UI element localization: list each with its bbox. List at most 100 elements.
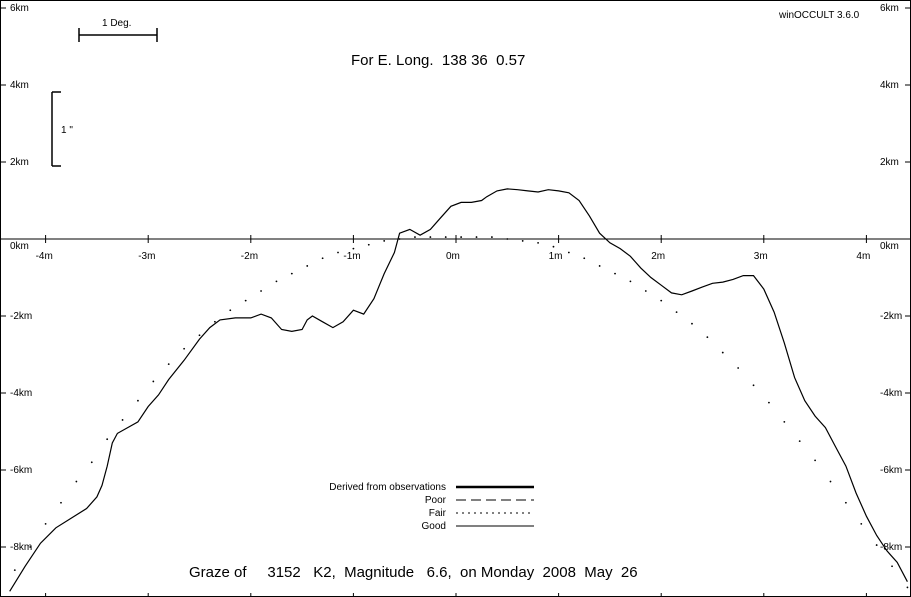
- fair-profile-point: [429, 236, 432, 238]
- fair-profile-point: [183, 347, 186, 350]
- fair-profile-point: [721, 351, 724, 354]
- legend-label: Good: [422, 521, 446, 532]
- x-tick-label: 3m: [754, 251, 768, 262]
- legend-label: Poor: [425, 495, 447, 506]
- chart-title: For E. Long. 138 36 0.57: [351, 52, 525, 69]
- arcsec-scale-label: 1 ": [61, 125, 73, 136]
- x-tick-label: 4m: [856, 251, 870, 262]
- fair-profile-point: [121, 419, 124, 421]
- y-axis-left: 6km 4km 2km 0km -2km -4km -6km -8km: [0, 3, 32, 553]
- fair-profile-point: [244, 299, 247, 302]
- fair-profile-point: [229, 309, 232, 312]
- fair-profile-point: [706, 336, 709, 339]
- y-tick-label-right: 2km: [880, 157, 899, 168]
- fair-profile-point: [13, 569, 16, 571]
- legend-label: Derived from observations: [329, 482, 446, 493]
- y-tick-label-left: 6km: [10, 3, 29, 14]
- fair-profile-point: [398, 238, 401, 240]
- y-tick-label-left: -4km: [10, 388, 32, 399]
- x-tick-label: -2m: [241, 251, 258, 262]
- fair-profile-point: [414, 236, 416, 238]
- fair-profile-point: [306, 265, 309, 267]
- arcsec-scale-bar: 1 ": [51, 91, 73, 167]
- y-tick-label-left: 4km: [10, 80, 29, 91]
- fair-profile-point: [506, 238, 509, 240]
- fair-profile-point: [691, 322, 693, 325]
- fair-profile-point: [521, 240, 524, 242]
- fair-profile-point: [106, 438, 109, 441]
- fair-profile-point: [644, 290, 647, 292]
- legend: Derived from observations Poor Fair Good: [329, 482, 534, 532]
- x-tick-label: -3m: [138, 251, 155, 262]
- fair-profile-point: [44, 523, 47, 525]
- degree-scale-bar: 1 Deg.: [78, 18, 158, 42]
- fair-profile-point: [798, 440, 801, 443]
- fair-profile-point: [537, 241, 539, 244]
- good-profile-line: [9, 188, 908, 592]
- x-tick-label: -4m: [36, 251, 53, 262]
- fair-profile-point: [675, 311, 678, 314]
- fair-profile-point: [491, 236, 493, 238]
- x-tick-label: 1m: [549, 251, 563, 262]
- x-axis-minutes: -4m -3m -2m -1m 0m 1m 2m 3m 4m: [36, 235, 870, 597]
- x-tick-label: 2m: [651, 251, 665, 262]
- fair-profile-point: [475, 236, 478, 238]
- fair-profile-point: [552, 245, 555, 248]
- x-tick-label: -1m: [343, 251, 360, 262]
- fair-profile-point: [891, 565, 893, 568]
- fair-profile-point: [660, 299, 663, 302]
- fair-profile-point: [814, 459, 816, 462]
- fair-profile-point: [629, 280, 632, 283]
- fair-profile-point: [352, 247, 355, 250]
- fair-profile-point: [737, 367, 740, 369]
- fair-profile-point: [383, 240, 386, 242]
- fair-profile-point: [460, 236, 463, 238]
- fair-profile-point: [367, 243, 370, 246]
- fair-profile-point: [860, 523, 863, 525]
- y-tick-label-left: 0km: [10, 241, 29, 252]
- fair-profile-point: [844, 501, 847, 504]
- fair-profile-point: [137, 399, 139, 402]
- fair-profile-point: [167, 363, 170, 366]
- fair-profile-point: [783, 420, 786, 423]
- fair-profile-point: [444, 236, 447, 238]
- fair-profile-point: [60, 501, 62, 504]
- y-tick-label-right: 0km: [880, 241, 899, 252]
- fair-profile-point: [321, 257, 324, 260]
- y-tick-label-left: -8km: [10, 542, 32, 553]
- fair-profile-point: [768, 401, 770, 404]
- fair-profile-point: [213, 320, 216, 323]
- fair-profile-point: [614, 272, 616, 275]
- fair-profile-point: [152, 380, 155, 383]
- fair-profile-point: [75, 480, 78, 483]
- fair-profile-point: [198, 334, 201, 337]
- fair-profile-point: [290, 272, 293, 275]
- fair-profile-point: [567, 251, 570, 254]
- fair-profile-point: [829, 480, 832, 483]
- y-tick-label-right: 6km: [880, 3, 899, 14]
- software-label: winOCCULT 3.6.0: [778, 10, 860, 21]
- fair-profile-point: [260, 290, 262, 292]
- y-tick-label-left: 2km: [10, 157, 29, 168]
- y-tick-label-right: -6km: [880, 465, 902, 476]
- fair-profile-point: [598, 265, 601, 267]
- y-tick-label-right: 4km: [880, 80, 899, 91]
- series-layer: [9, 188, 909, 592]
- fair-profile-point: [906, 586, 909, 589]
- fair-profile-point: [875, 544, 878, 546]
- fair-profile-point: [90, 461, 93, 464]
- fair-profile-point: [275, 280, 278, 283]
- y-tick-label-right: -2km: [880, 311, 902, 322]
- x-tick-label: 0m: [446, 251, 460, 262]
- y-tick-label-left: -2km: [10, 311, 32, 322]
- y-axis-right: 6km 4km 2km 0km -2km -4km -6km -8km: [880, 3, 911, 553]
- legend-label: Fair: [429, 508, 447, 519]
- fair-profile-point: [29, 546, 32, 548]
- y-tick-label-left: -6km: [10, 465, 32, 476]
- fair-profile-point: [752, 384, 755, 387]
- fair-profile-point: [583, 257, 586, 260]
- y-tick-label-right: -4km: [880, 388, 902, 399]
